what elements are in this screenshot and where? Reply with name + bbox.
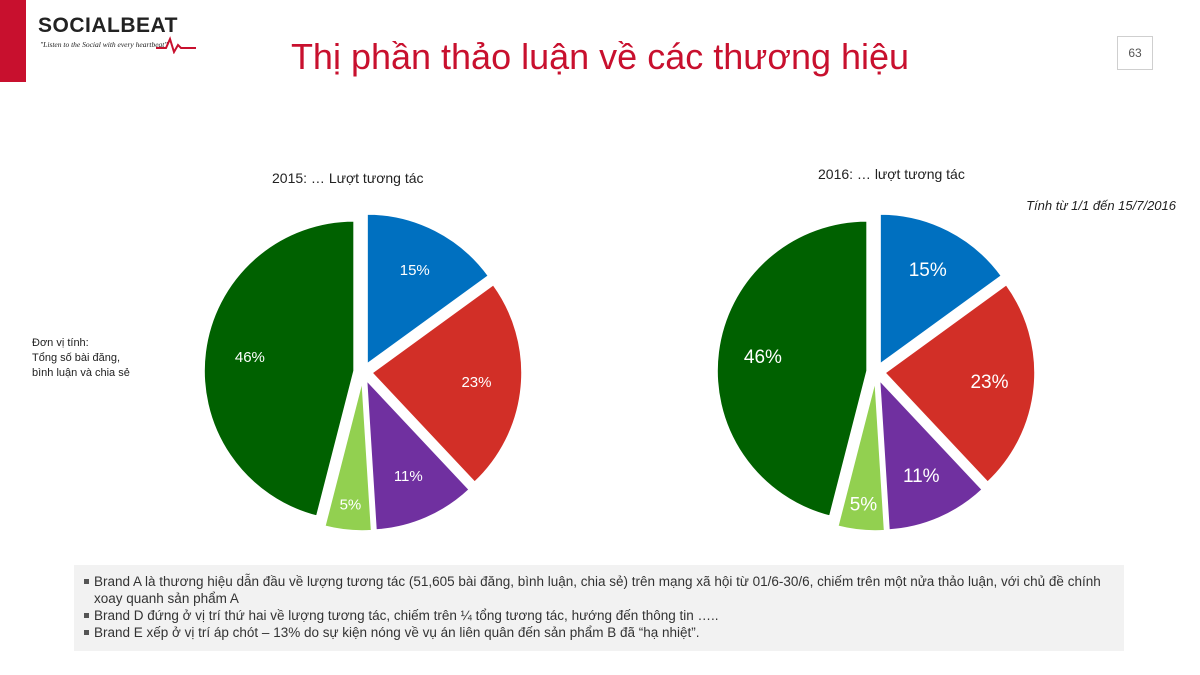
pie-2015-slice-green-light xyxy=(323,380,373,532)
pie-2016-slice-green-light xyxy=(836,380,886,532)
pie-2015-label-purple: 11% xyxy=(394,468,423,485)
pie-chart-2016: 15% 23% 11% 5% 46% xyxy=(716,213,1036,532)
insight-item: Brand A là thương hiệu dẫn đầu về lượng … xyxy=(84,573,1118,607)
insights-box: Brand A là thương hiệu dẫn đầu về lượng … xyxy=(74,565,1124,651)
page-title: Thị phần thảo luận về các thương hiệu xyxy=(290,36,910,77)
pie-chart-2015: 15% 23% 11% 5% 46% xyxy=(203,213,523,532)
logo-tagline: "Listen to the Social with every heartbe… xyxy=(40,40,168,49)
pie-2015-slice-red xyxy=(370,283,523,484)
pie-2015-label-green-dark: 46% xyxy=(235,349,265,366)
chart-title-2016: 2016: … lượt tương tác xyxy=(818,166,965,182)
header-red-bar xyxy=(0,0,26,82)
pie-2016-slice-red xyxy=(883,283,1036,484)
pie-2015-slice-blue xyxy=(366,213,490,366)
socialbeat-logo: SOCIALBEAT "Listen to the Social with ev… xyxy=(38,14,198,56)
pie-2016-slice-purple xyxy=(878,378,984,531)
pie-2016-slice-green-dark xyxy=(716,220,868,518)
heartbeat-icon xyxy=(156,36,196,54)
insight-item: Brand D đứng ở vị trí thứ hai về lượng t… xyxy=(84,607,1118,624)
pie-2015-slice-green-dark xyxy=(203,220,355,518)
unit-note-line: Đơn vị tính: xyxy=(32,337,89,349)
page-number: 63 xyxy=(1117,36,1153,70)
date-range-note: Tính từ 1/1 đến 15/7/2016 xyxy=(1026,198,1176,213)
pie-2016-label-blue: 15% xyxy=(909,260,947,281)
pie-2016-label-green-light: 5% xyxy=(850,494,878,515)
pie-2015-label-blue: 15% xyxy=(400,262,430,279)
pie-2015-label-red: 23% xyxy=(461,374,491,391)
pie-2015-slice-purple xyxy=(365,378,471,531)
unit-note: Đơn vị tính: Tổng số bài đăng, bình luận… xyxy=(32,336,130,381)
unit-note-line: bình luận và chia sẻ xyxy=(32,367,130,379)
logo-text: SOCIALBEAT xyxy=(38,14,178,37)
pie-2016-label-red: 23% xyxy=(970,372,1008,393)
pie-2015-label-green-light: 5% xyxy=(340,496,362,513)
chart-title-2015: 2015: … Lượt tương tác xyxy=(272,170,424,186)
pie-2016-label-green-dark: 46% xyxy=(744,347,782,368)
unit-note-line: Tổng số bài đăng, xyxy=(32,352,121,364)
pie-2016-label-purple: 11% xyxy=(903,466,940,487)
pie-2016-slice-blue xyxy=(879,213,1003,366)
insight-item: Brand E xếp ở vị trí áp chót – 13% do sự… xyxy=(84,624,1118,641)
